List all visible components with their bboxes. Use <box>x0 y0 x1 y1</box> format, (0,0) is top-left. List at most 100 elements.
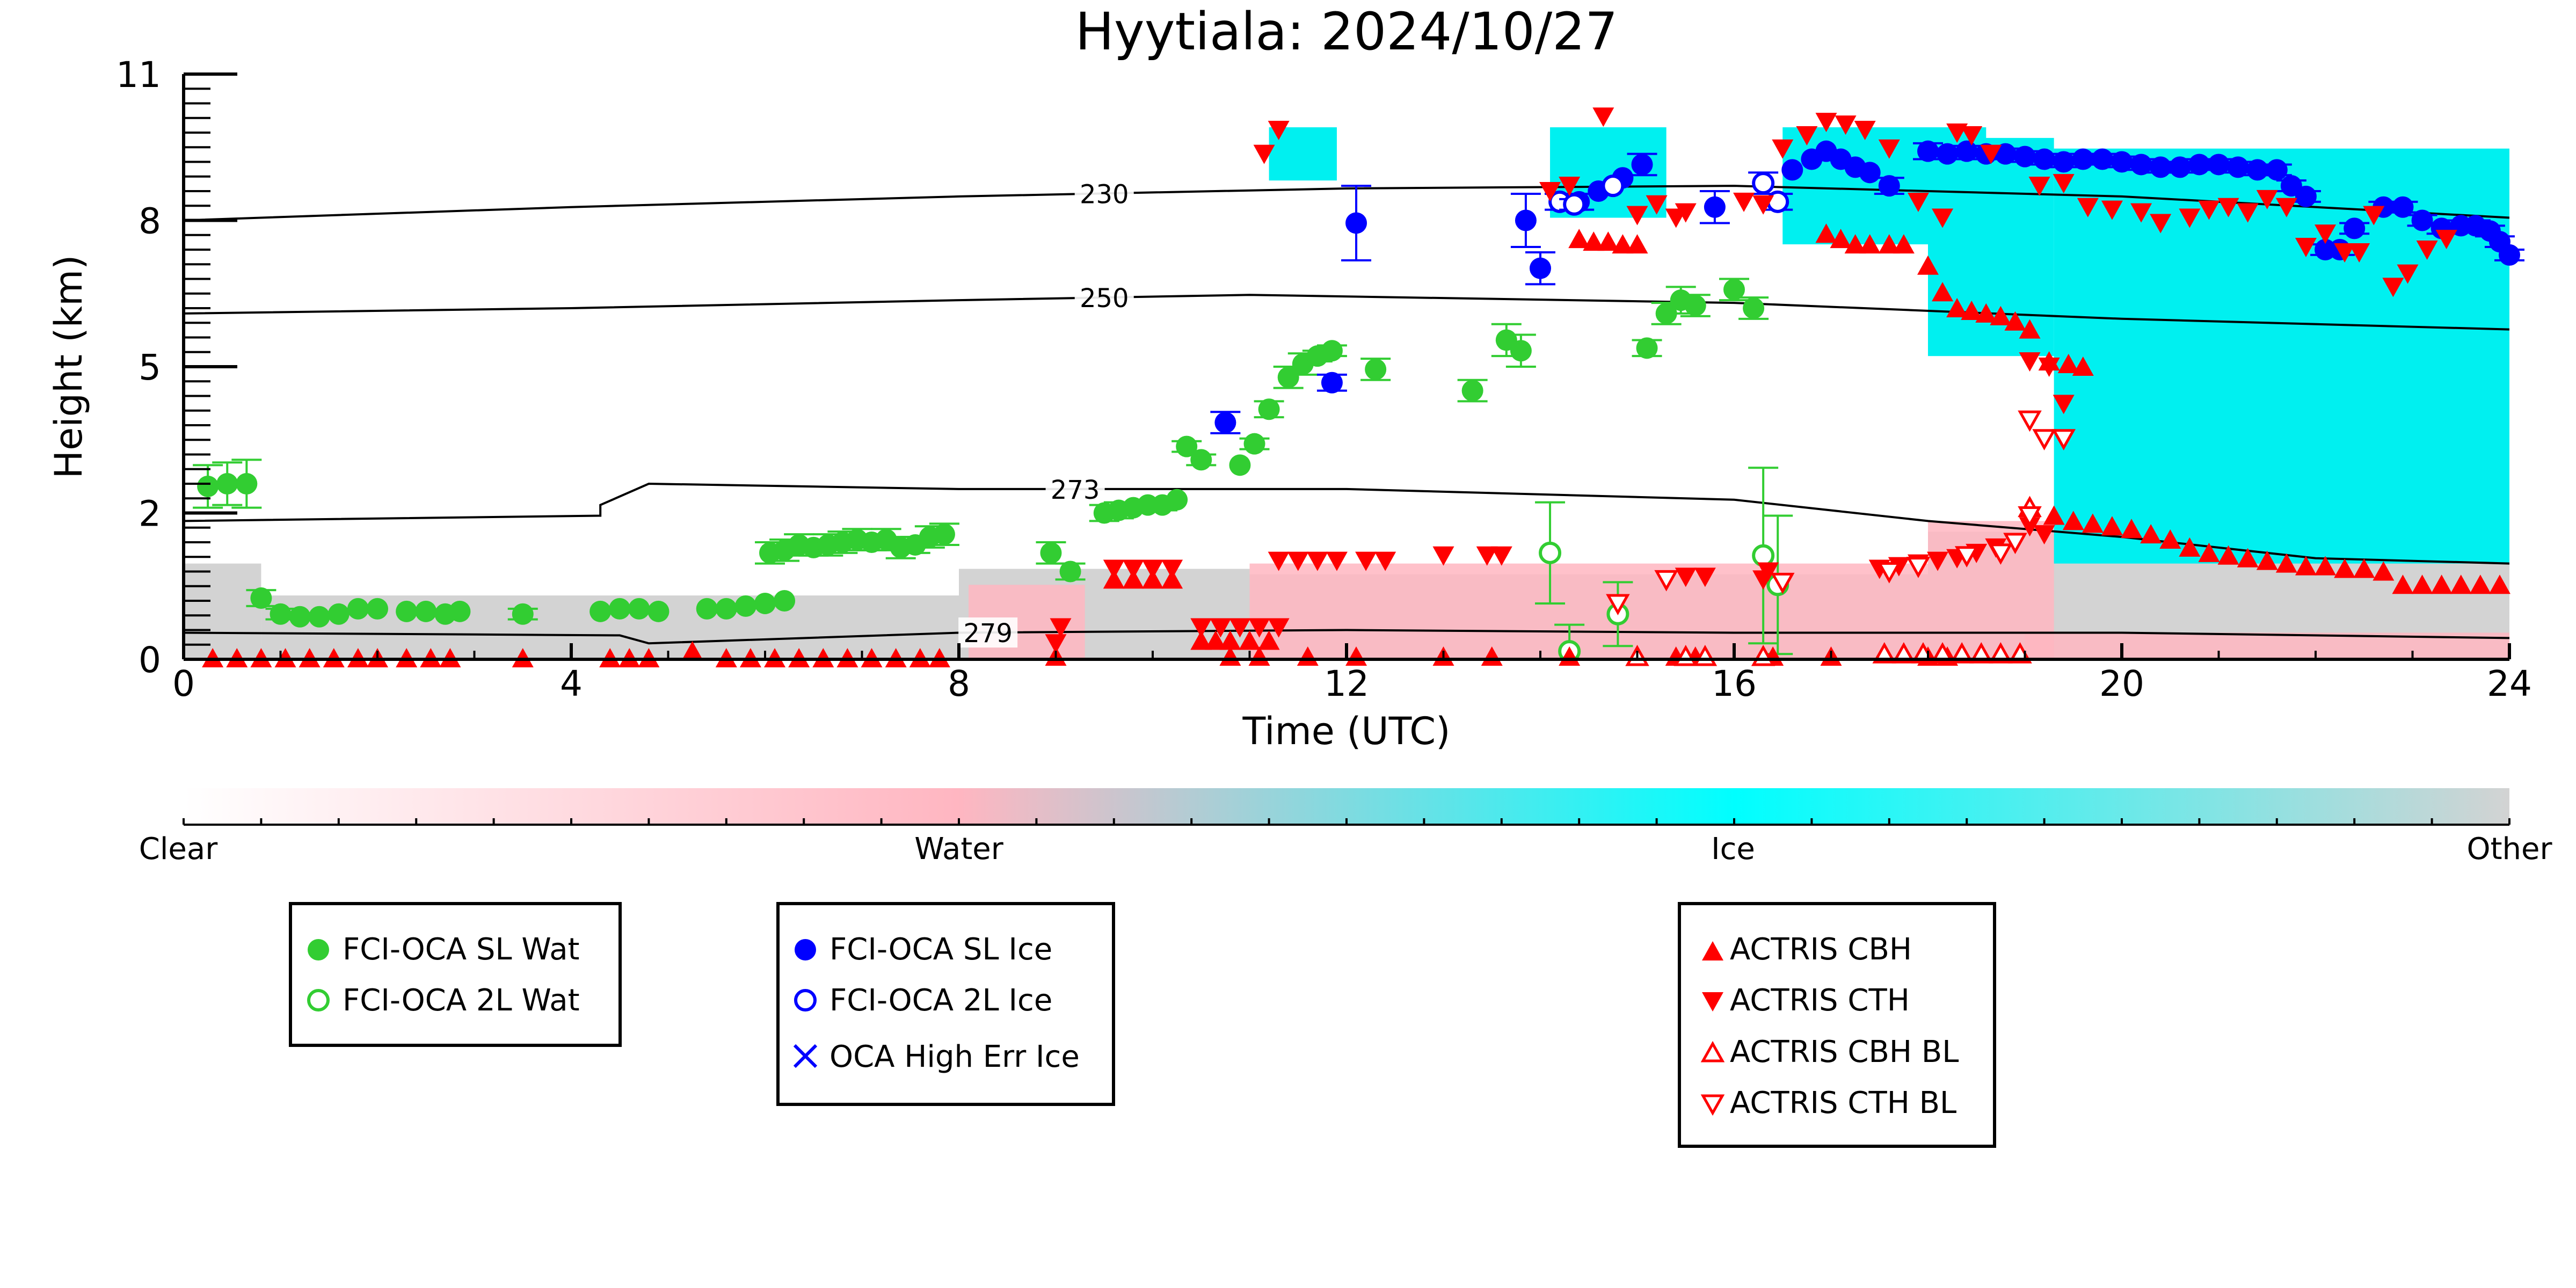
fci-oca-2l-wat-point <box>1752 544 1775 567</box>
fci-oca-sl-ice-point <box>2295 185 2317 207</box>
actris-cth-point <box>1476 546 1498 566</box>
actris-cth-point <box>1835 115 1857 135</box>
fci-oca-sl-ice-point <box>2499 244 2520 266</box>
actris-cth-bl-point <box>2032 429 2056 450</box>
actris-cth-bl-point <box>2051 429 2076 450</box>
actris-cth-point <box>2382 278 2404 297</box>
actris-cth-point <box>2275 198 2297 217</box>
legend-marker-sl-ice <box>795 939 816 960</box>
fci-oca-sl-wat-point <box>1176 435 1198 457</box>
actris-cbh-point <box>2295 556 2317 576</box>
contour-label: 230 <box>1080 179 1129 209</box>
y-tick-label: 5 <box>139 347 161 388</box>
x-tick-label: 4 <box>560 663 583 704</box>
colorbar-label-water: Water <box>914 832 1004 867</box>
actris-cbh-point <box>1239 630 1261 650</box>
legend-label-cbh: ACTRIS CBH <box>1730 932 1912 967</box>
colorbar-label-clear: Clear <box>139 832 218 867</box>
actris-cth-bl-point <box>2003 533 2027 555</box>
legend-marker-cth <box>1702 992 1723 1012</box>
actris-cbh-point <box>2353 558 2375 578</box>
actris-cth-point <box>1757 562 1779 582</box>
contour-label: 273 <box>1051 475 1100 505</box>
actris-cbh-point <box>1946 298 1968 317</box>
actris-cth-point <box>1490 546 1512 566</box>
fci-oca-sl-wat-point <box>1461 380 1483 402</box>
fci-oca-sl-wat-point <box>449 600 471 622</box>
legend-label-2l-ice: FCI-OCA 2L Ice <box>829 983 1052 1018</box>
actris-cbh-point <box>1932 282 1954 302</box>
actris-cbh-point <box>2217 545 2239 565</box>
x-axis-ticks: 0 4 8 12 16 20 24 <box>172 643 2532 704</box>
fci-oca-2l-ice-point <box>1563 193 1586 216</box>
fci-oca-sl-wat-point <box>696 598 718 620</box>
actris-cth-point <box>1229 618 1251 638</box>
actris-cth-point <box>1932 208 1954 228</box>
fci-oca-sl-ice-point <box>2150 156 2172 178</box>
y-tick-label: 11 <box>116 54 161 96</box>
y-axis-label: Height (km) <box>47 255 91 479</box>
actris-cbh-point <box>2140 524 2162 544</box>
actris-cth-point <box>1539 182 1561 201</box>
actris-cth-point <box>1665 208 1687 228</box>
legend-frame <box>776 902 1115 1106</box>
fci-oca-sl-wat-point <box>1743 297 1765 319</box>
actris-cbh-point <box>2101 516 2123 536</box>
x-tick-label: 0 <box>172 663 195 704</box>
actris-cbh-point <box>2004 311 2026 331</box>
fci-oca-sl-ice-point <box>2014 145 2036 168</box>
fci-oca-2l-ice-point <box>1602 174 1625 198</box>
actris-cth-point <box>1248 618 1270 638</box>
actris-cbh-point <box>1219 630 1241 650</box>
observation-markers <box>193 107 2524 668</box>
actris-cth-point <box>1103 559 1125 579</box>
colorbar-label-ice: Ice <box>1711 832 1755 867</box>
actris-cth-point <box>1045 634 1067 654</box>
fci-oca-sl-wat-point <box>308 606 330 628</box>
actris-cth-point <box>1927 551 1949 571</box>
actris-cth-point <box>2295 238 2317 258</box>
actris-cbh-point <box>2198 542 2220 562</box>
actris-cth-bl-point <box>1877 562 1902 584</box>
actris-cbh-point <box>2043 505 2065 525</box>
fci-oca-sl-wat-point <box>1636 337 1658 359</box>
legend-water: FCI-OCA SL Wat FCI-OCA 2L Wat <box>289 902 622 1047</box>
legend-marker-high-err-ice <box>793 1044 818 1068</box>
ice-region <box>2054 148 2509 564</box>
fci-oca-sl-wat-point <box>774 590 796 612</box>
x-axis-label: Time (UTC) <box>1242 709 1451 753</box>
fci-oca-sl-wat-point <box>647 600 670 622</box>
actris-cbh-point <box>1878 234 1900 254</box>
fci-oca-sl-wat-point <box>734 595 756 617</box>
plot-area: 230 250 273 279 0 4 8 12 16 20 24 0 2 5 8 11 <box>116 54 2532 704</box>
actris-cth-point <box>1854 121 1876 141</box>
actris-cth-point <box>1675 203 1697 223</box>
y-tick-label: 2 <box>139 493 161 535</box>
actris-cbh-point <box>2315 556 2337 576</box>
actris-cbh-point <box>1345 646 1367 666</box>
fci-oca-sl-ice-point <box>2266 159 2288 181</box>
actris-cbh-point <box>1626 234 1648 254</box>
fci-oca-sl-wat-point <box>396 600 418 622</box>
legend-ice: FCI-OCA SL Ice FCI-OCA 2L Ice OCA High E… <box>776 902 1115 1106</box>
contour-label-bg <box>958 617 1018 648</box>
actris-cth-point <box>1253 144 1275 164</box>
actris-cth-point <box>2033 525 2055 545</box>
actris-cbh-point <box>1859 234 1881 254</box>
actris-cth-point <box>2397 264 2419 284</box>
actris-cth-point <box>1592 107 1614 127</box>
colorbar: Clear Water Ice Other <box>139 788 2552 867</box>
actris-cth-point <box>1888 557 1910 577</box>
fci-oca-sl-ice-point <box>2130 154 2152 176</box>
fci-oca-2l-ice-point <box>1766 190 1789 213</box>
fci-oca-sl-ice-point <box>1515 209 1537 231</box>
fci-oca-sl-ice-point <box>2169 156 2191 178</box>
contour-line <box>184 294 2509 331</box>
actris-cbh-point <box>1893 234 1915 254</box>
fci-oca-sl-wat-point <box>197 475 219 497</box>
actris-cth-point <box>1694 567 1716 587</box>
actris-cbh-point <box>1219 646 1241 666</box>
x-tick-label: 20 <box>2099 663 2144 704</box>
contour-label-bg <box>1074 282 1134 313</box>
